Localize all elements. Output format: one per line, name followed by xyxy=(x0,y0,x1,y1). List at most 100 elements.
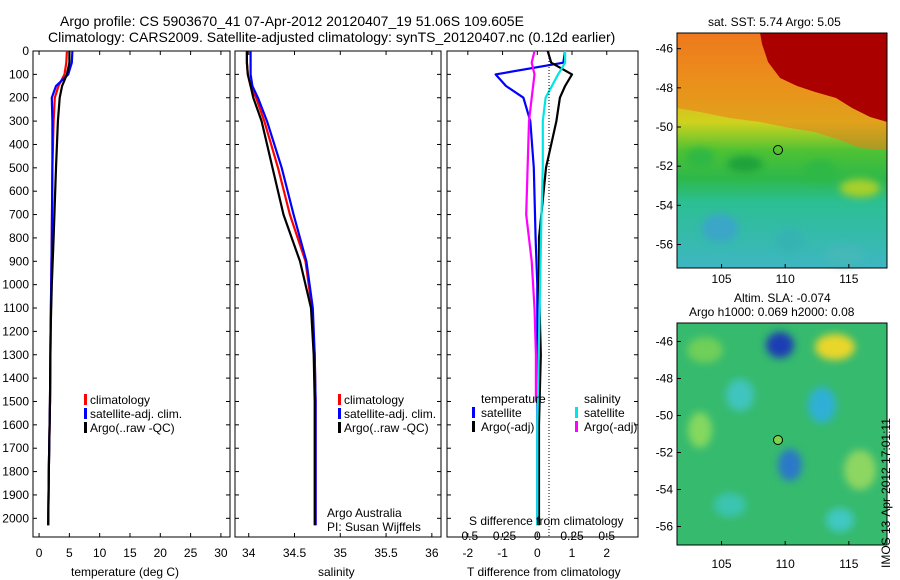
legend-heading-salinity: salinity xyxy=(584,392,621,406)
map-y-tick-label: -52 xyxy=(656,159,674,173)
legend-swatch-t-argo xyxy=(472,421,475,432)
sst-map-title: sat. SST: 5.74 Argo: 5.05 xyxy=(708,15,841,29)
legend-label-argo: Argo(..raw -QC) xyxy=(344,421,429,435)
salinity-argo-adj-line xyxy=(525,50,538,402)
map-y-tick-label: -52 xyxy=(656,446,674,460)
legend-label-satellite-adj: satellite-adj. clim. xyxy=(344,407,436,421)
legend-label-argo: Argo(..raw -QC) xyxy=(90,421,175,435)
t-difference-axis-label: T difference from climatology xyxy=(467,565,621,579)
x-tick-label: -0.25 xyxy=(489,529,517,543)
map-y-tick-label: -46 xyxy=(656,335,674,349)
legend-swatch-satellite-adj xyxy=(338,408,341,419)
map-y-tick-label: -48 xyxy=(656,81,674,95)
depth-tick-label: 300 xyxy=(9,114,29,128)
map-y-tick-label: -56 xyxy=(656,238,674,252)
x-tick-label: 30 xyxy=(214,546,228,560)
depth-tick-label: 200 xyxy=(9,91,29,105)
depth-tick-label: 1700 xyxy=(2,441,29,455)
x-tick-label: 34 xyxy=(242,546,256,560)
legend-heading-temperature: temperature xyxy=(481,392,546,406)
argo-raw-qc-line xyxy=(47,51,71,526)
t-difference-x-axis: -2 -1 0 1 2 xyxy=(463,51,610,560)
x-tick-label: 5 xyxy=(66,546,73,560)
sst-texture xyxy=(686,148,880,265)
legend-swatch-argo xyxy=(84,422,87,433)
x-tick-label: 35.5 xyxy=(374,546,398,560)
x-tick-label: 0 xyxy=(534,546,541,560)
x-tick-label: 1 xyxy=(569,546,576,560)
map-x-tick-label: 115 xyxy=(839,272,858,286)
temperature-axis-label: temperature (deg C) xyxy=(71,565,179,579)
legend-swatch-climatology xyxy=(84,394,87,405)
map-x-tick-label: 110 xyxy=(776,557,795,571)
legend-label-t-argo: Argo(-adj) xyxy=(481,420,534,434)
map-y-tick-label: -46 xyxy=(656,42,674,56)
temperature-satellite-line xyxy=(494,50,567,526)
x-tick-label: 0.5 xyxy=(598,529,615,543)
map-axes: 105 110 115 -46 -48 -50 -52 -54 -56 105 110 115 -46 -… xyxy=(656,42,859,571)
temperature-legend: climatology satellite-adj. clim. Argo(..… xyxy=(84,393,182,435)
map-y-tick-label: -48 xyxy=(656,372,674,386)
salinity-legend: climatology satellite-adj. clim. Argo(..… xyxy=(338,393,436,435)
depth-tick-label: 700 xyxy=(9,208,29,222)
x-tick-label: 15 xyxy=(123,546,137,560)
temperature-argo-adj-line xyxy=(537,50,574,526)
legend-label-s-argo: Argo(-adj) xyxy=(584,420,637,434)
legend-label-climatology: climatology xyxy=(90,393,150,407)
x-tick-label: 2 xyxy=(603,546,610,560)
map-x-tick-label: 105 xyxy=(712,557,732,571)
sst-map xyxy=(676,32,888,269)
x-tick-label: 20 xyxy=(154,546,168,560)
legend-swatch-climatology xyxy=(338,394,341,405)
x-tick-label: 25 xyxy=(184,546,198,560)
salinity-axis-label: salinity xyxy=(318,565,355,579)
sla-argo-position-marker xyxy=(773,435,783,445)
sla-map-frame xyxy=(676,322,888,546)
x-tick-label: -1 xyxy=(497,546,508,560)
difference-panel-frame xyxy=(446,50,639,538)
map-y-tick-label: -54 xyxy=(656,198,674,212)
sla-map-title-line2: Argo h1000: 0.069 h2000: 0.08 xyxy=(689,305,855,319)
profile-series xyxy=(47,50,574,526)
depth-tick-label: 900 xyxy=(9,254,29,268)
sla-map xyxy=(676,322,888,546)
depth-tick-label: 1000 xyxy=(2,278,29,292)
depth-axis: 0 100 200 300 400 500 600 700 800 900 1000 1100 1200… xyxy=(2,44,638,525)
difference-legend: temperature salinity satellite Argo(-adj… xyxy=(472,392,637,434)
sst-map-frame xyxy=(676,32,888,269)
legend-label-s-satellite: satellite xyxy=(584,406,625,420)
legend-swatch-s-argo xyxy=(575,421,578,432)
depth-tick-label: 1600 xyxy=(2,418,29,432)
map-y-tick-label: -54 xyxy=(656,483,674,497)
depth-tick-label: 800 xyxy=(9,231,29,245)
x-tick-label: 34.5 xyxy=(283,546,307,560)
map-x-tick-label: 115 xyxy=(839,557,858,571)
map-y-tick-label: -50 xyxy=(656,409,674,423)
argo-raw-qc-line xyxy=(245,51,316,526)
legend-swatch-argo xyxy=(338,422,341,433)
legend-swatch-t-satellite xyxy=(472,407,475,418)
depth-tick-label: 1900 xyxy=(2,488,29,502)
legend-label-climatology: climatology xyxy=(344,393,404,407)
map-x-tick-label: 110 xyxy=(776,272,795,286)
x-tick-label: 0 xyxy=(534,529,541,543)
x-tick-label: 0 xyxy=(36,546,43,560)
sla-texture xyxy=(687,332,876,532)
depth-tick-label: 1500 xyxy=(2,394,29,408)
salinity-panel-frame xyxy=(234,50,442,538)
x-tick-label: 36 xyxy=(425,546,439,560)
depth-tick-label: 500 xyxy=(9,161,29,175)
map-y-tick-label: -56 xyxy=(656,520,674,534)
sst-orange-band xyxy=(677,33,887,150)
depth-tick-label: 400 xyxy=(9,137,29,151)
salinity-x-axis: 34 34.5 35 35.5 36 xyxy=(242,51,439,560)
s-difference-axis-label: S difference from climatology xyxy=(469,514,624,528)
sla-map-title-line1: Altim. SLA: -0.074 xyxy=(734,291,831,305)
legend-label-satellite-adj: satellite-adj. clim. xyxy=(90,407,182,421)
x-tick-label: 35 xyxy=(334,546,348,560)
depth-tick-label: 1200 xyxy=(2,324,29,338)
x-tick-label: -0.5 xyxy=(457,529,478,543)
depth-tick-label: 1800 xyxy=(2,465,29,479)
